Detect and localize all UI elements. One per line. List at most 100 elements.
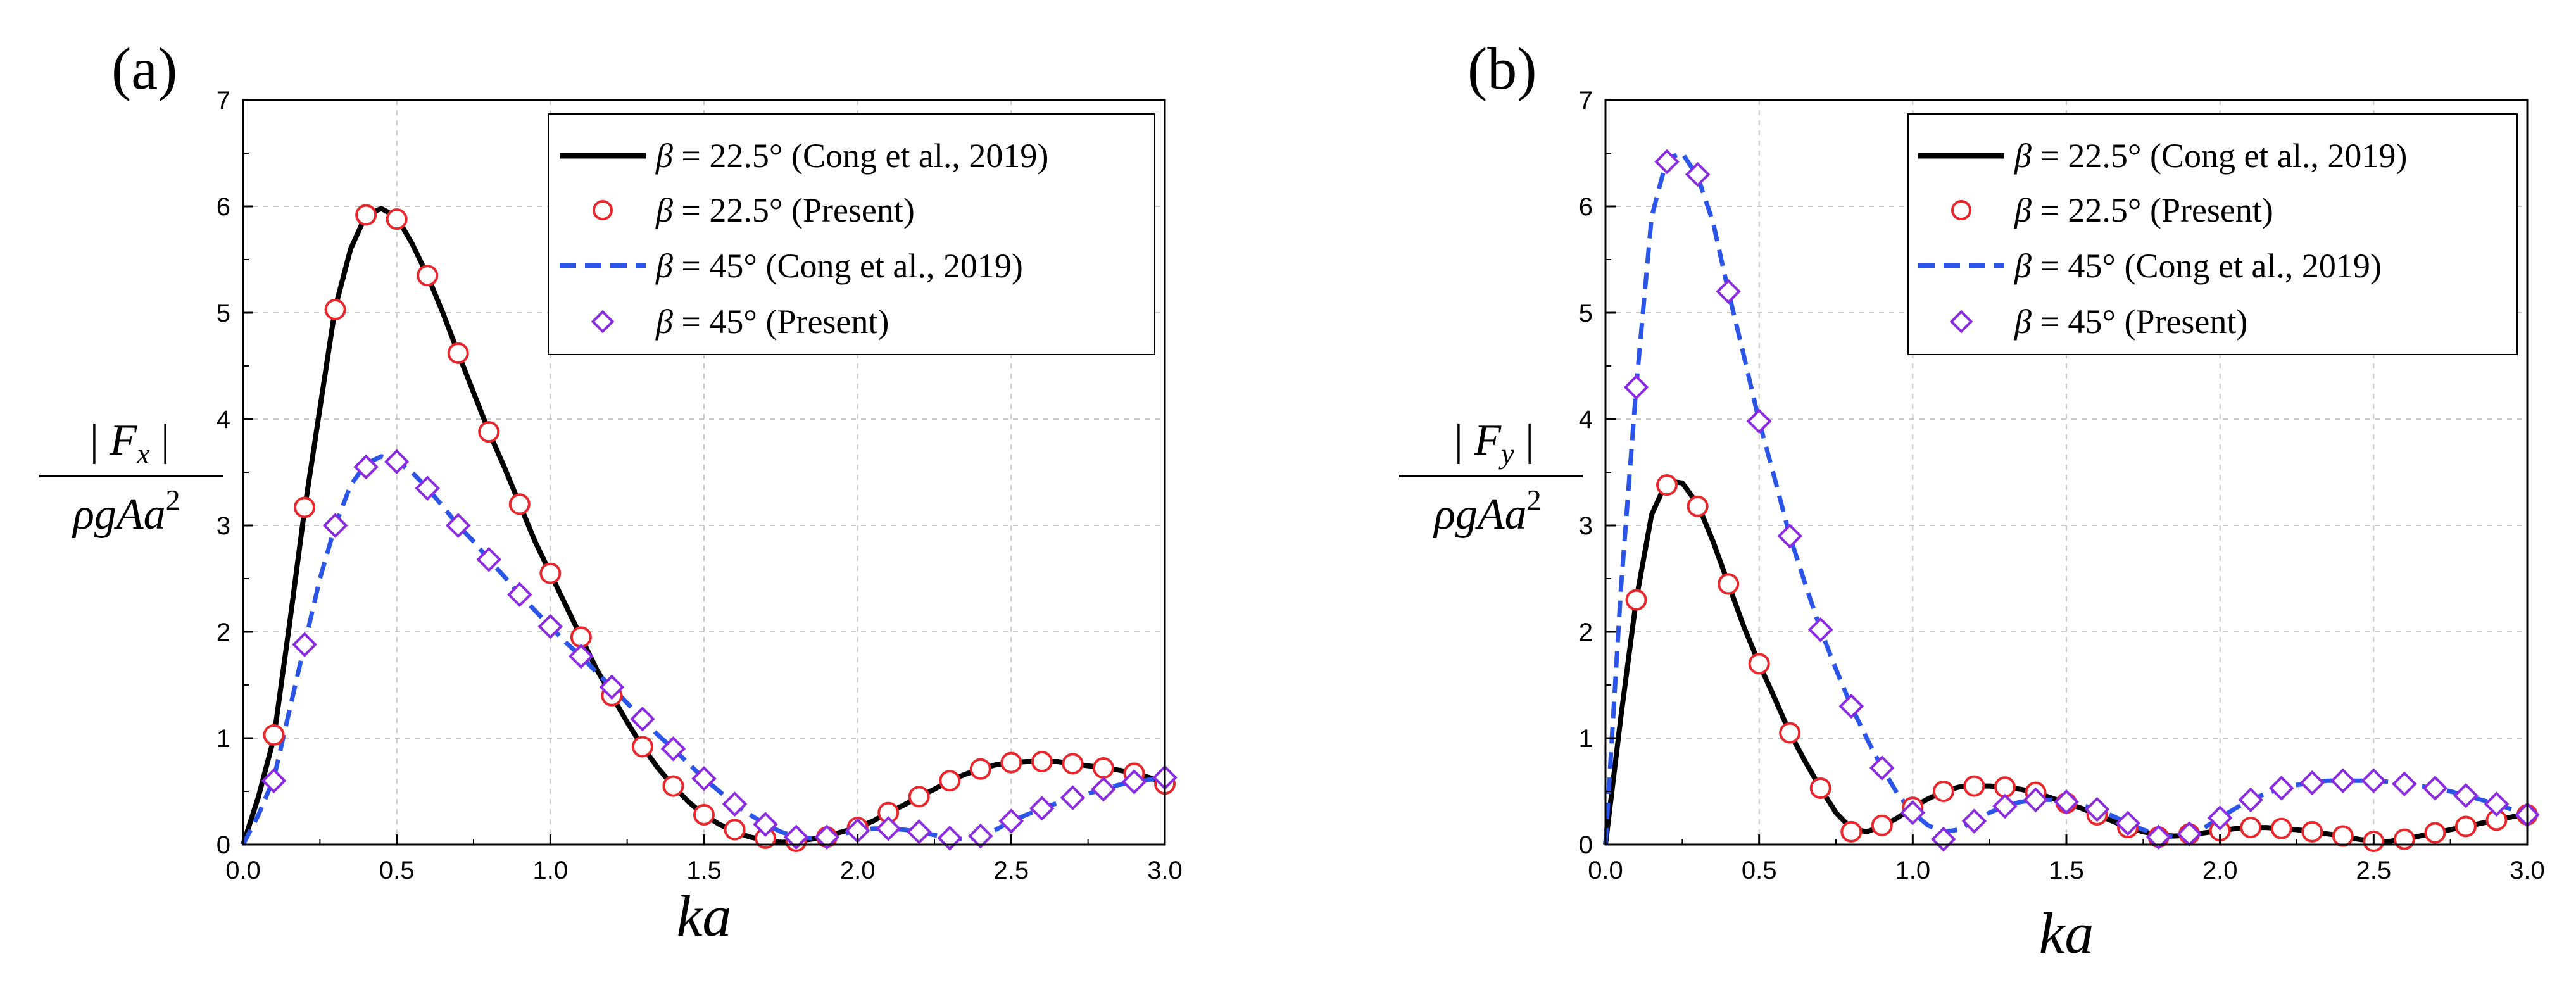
panel-b-legend: β = 22.5° (Cong et al., 2019) β = 22.5° … xyxy=(1907,113,2518,355)
panel-a-diamond-marker xyxy=(599,674,625,700)
panel-b-diamond-marker xyxy=(1685,161,1711,187)
panel-b-legend-entry-1: β = 22.5° (Cong et al., 2019) xyxy=(2014,137,2407,175)
panel-b-legend-entry-2-text: = 22.5° (Present) xyxy=(2032,191,2273,229)
panel-a-ytick-label: 4 xyxy=(217,406,230,434)
panel-b-circle-marker xyxy=(2454,815,2477,838)
panel-b-diamond-marker xyxy=(2484,791,2510,817)
panel-b-ytick-label: 0 xyxy=(1579,831,1593,859)
panel-a-diamond-marker xyxy=(537,613,563,639)
panel-a-diamond-marker xyxy=(1029,796,1055,821)
panel-b-ylabel-force-symbol: F xyxy=(1473,416,1502,465)
panel-b-diamond-marker xyxy=(2238,787,2263,813)
panel-b-circle-marker xyxy=(1809,777,1831,799)
panel-b-xtick-label: 1.5 xyxy=(2049,857,2084,884)
panel-a-ytick-label: 6 xyxy=(217,193,230,221)
panel-a-circle-marker xyxy=(631,736,653,758)
panel-a-diamond-marker xyxy=(753,812,778,837)
panel-b-circle-marker xyxy=(1840,820,1863,843)
panel-a-legend-entry-4-symbol: β xyxy=(655,303,673,341)
panel-b-legend-entry-1-symbol: β xyxy=(2014,137,2032,175)
panel-b-xtick-label: 3.0 xyxy=(2510,857,2545,884)
panel-b-diamond-marker xyxy=(2146,824,2171,850)
panel-a-circle-marker xyxy=(417,265,439,287)
panel-b-diamond-marker xyxy=(2177,821,2202,846)
panel-b-legend-entry-2: β = 22.5° (Present) xyxy=(2014,191,2273,229)
panel-b-ylabel-subscript: y xyxy=(1498,437,1514,470)
panel-a-diamond-marker xyxy=(660,736,686,762)
panel-a-ticks xyxy=(242,99,1166,846)
panel-b-diamond-marker xyxy=(1654,149,1680,175)
panel-b-diamond-marker xyxy=(1869,755,1895,781)
panel-a-legend-entry-3-symbol: β xyxy=(655,247,673,285)
panel-b-circle-marker xyxy=(2270,817,2292,839)
panel-b-xtick-label: 2.5 xyxy=(2356,857,2392,884)
panel-b-legend-entry-4-symbol: β xyxy=(2014,303,2032,341)
panel-a-ytick-label: 5 xyxy=(217,299,230,327)
panel-a-diamond-marker xyxy=(261,768,287,793)
panel-a-diamond-marker xyxy=(1091,776,1116,802)
panel-a-circle-marker xyxy=(263,724,285,746)
panel-b-diamond-marker xyxy=(2361,768,2387,793)
panel-a-xtick-label: 0.0 xyxy=(225,857,261,884)
panel-a-legend-entry-1-symbol: β xyxy=(655,137,673,175)
panel-a-circle-marker xyxy=(939,770,961,792)
panel-a-legend-swatch-diamond xyxy=(591,310,615,334)
panel-b-ylabel-denominator-text: ρgAa xyxy=(1433,490,1526,539)
panel-b-xtick-label: 0.0 xyxy=(1588,857,1623,884)
panel-b-circle-marker xyxy=(1748,653,1770,675)
panel-a-diamond-marker xyxy=(353,454,379,480)
panel-b-xtick-label: 0.5 xyxy=(1742,857,1777,884)
panel-a-circle-marker xyxy=(447,342,469,364)
panel-b-circle-marker xyxy=(2424,822,2446,844)
panel-a-circle-marker xyxy=(693,803,715,826)
panel-b-label: (b) xyxy=(1467,36,1537,102)
panel-a-legend-entry-1-text: = 22.5° (Cong et al., 2019) xyxy=(673,137,1048,175)
panel-a-circle-marker xyxy=(908,786,930,808)
panel-a-xtick-labels: 0.0 0.5 1.0 1.5 2.0 2.5 3.0 xyxy=(225,857,1183,884)
panel-a-circle-marker xyxy=(724,819,746,841)
panel-b-circle-marker xyxy=(1932,781,1954,802)
panel-b-legend-box xyxy=(1907,113,2518,355)
panel-a-legend-entry-3: β = 45° (Cong et al., 2019) xyxy=(655,247,1023,285)
panel-a-xtick-label: 2.5 xyxy=(994,857,1029,884)
panel-b-diamond-marker xyxy=(1838,693,1864,719)
panel-b-circle-marker xyxy=(1625,589,1647,611)
panel-a: (a) 0 1 2 3 4 5 6 7 0.0 0.5 1.0 1.5 2.0 2.5 3.0 ka | … xyxy=(39,36,1183,948)
panel-b-diamond-marker xyxy=(1900,800,1926,826)
panel-a-diamond-marker xyxy=(876,816,901,841)
panel-a-ylabel-denominator: ρgAa2 xyxy=(72,484,180,539)
panel-b-diamond-marker xyxy=(2299,770,2325,796)
panel-b-legend-swatch-circle xyxy=(1951,200,1971,220)
panel-b-diamond-marker xyxy=(1623,374,1649,400)
panel-a-xtick-label: 0.5 xyxy=(379,857,415,884)
panel-a-circle-marker xyxy=(1000,751,1022,774)
panel-b-diamond-marker xyxy=(2207,805,2233,831)
panel-a-ytick-label: 3 xyxy=(217,512,230,540)
panel-a-legend-swatch-circle xyxy=(593,200,613,220)
panel-a-diamond-marker xyxy=(292,632,317,657)
panel-a-diamond-marker xyxy=(322,513,348,538)
panel-a-diamond-marker xyxy=(998,808,1024,834)
panel-a-diamond-marker xyxy=(507,582,532,607)
panel-a-circle-marker xyxy=(355,204,377,226)
panel-b-y-axis-label: | Fy | ρgAa2 xyxy=(1399,416,1583,539)
panel-b-ticks xyxy=(1604,99,2529,846)
panel-a-circle-marker xyxy=(478,421,500,443)
panel-a-ylabel-abs-right: | xyxy=(150,416,170,465)
panel-b-diamond-marker xyxy=(1777,524,1802,549)
panel-b-legend-entry-4-text: = 45° (Present) xyxy=(2032,303,2247,341)
panel-b-circle-marker xyxy=(1687,495,1709,517)
panel-a-circle-marker xyxy=(386,208,408,230)
panel-b-diamond-marker xyxy=(1961,808,1987,834)
panel-b-circle-marker xyxy=(1963,775,1985,797)
panel-b-legend-entry-1-text: = 22.5° (Cong et al., 2019) xyxy=(2032,137,2407,175)
panel-a-xtick-label: 2.0 xyxy=(840,857,876,884)
panel-b-diamond-marker xyxy=(1716,279,1741,305)
panel-a-circle-marker xyxy=(1092,757,1114,779)
panel-b-circle-marker xyxy=(2240,817,2262,839)
panel-a-circle-marker xyxy=(969,758,991,780)
panel-a-circle-marker xyxy=(324,298,346,320)
panel-a-diamond-marker xyxy=(845,818,870,843)
panel-a-diamond-marker xyxy=(691,766,717,791)
panel-a-circle-marker xyxy=(294,496,316,518)
